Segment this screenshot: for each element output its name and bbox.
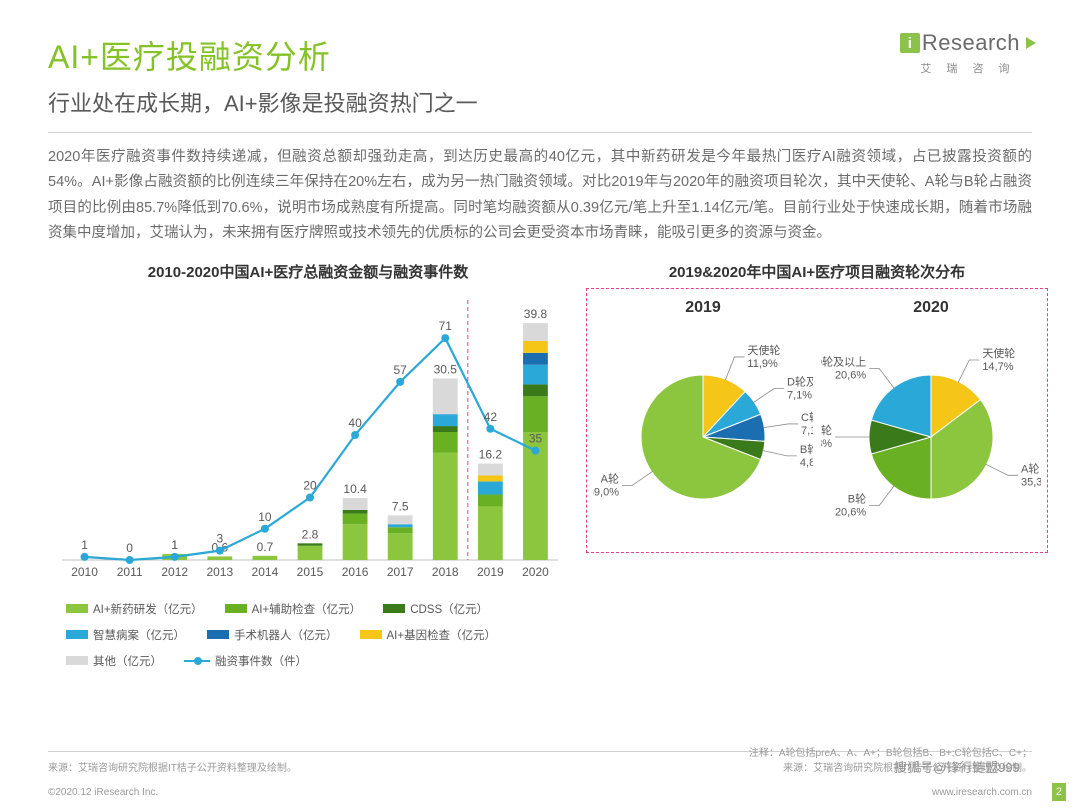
svg-text:39.8: 39.8: [524, 307, 548, 321]
bar-line-chart: 201020112012120130.620140.720152.8201610…: [48, 288, 568, 588]
svg-text:1: 1: [81, 537, 88, 551]
page-subtitle: 行业处在成长期，AI+影像是投融资热门之一: [48, 86, 1032, 118]
left-chart: 2010-2020中国AI+医疗总融资金额与融资事件数 201020112012…: [48, 261, 568, 669]
title-divider: [48, 132, 1032, 133]
svg-text:71: 71: [439, 319, 453, 333]
svg-text:C轮: C轮: [801, 409, 813, 423]
brand-logo: i Research 艾 瑞 咨 询: [900, 30, 1036, 76]
legend-item: 融资事件数（件）: [184, 653, 307, 669]
footer-source-left: 来源：艾瑞咨询研究院根据IT桔子公开资料整理及绘制。: [48, 759, 297, 774]
svg-text:20: 20: [303, 478, 317, 492]
svg-text:3: 3: [216, 531, 223, 545]
svg-text:2010: 2010: [71, 565, 98, 579]
pie-container: 2019天使轮11,9%D轮及以上7,1%C轮7,1%B轮4,8%A轮69,0%…: [586, 288, 1048, 553]
svg-text:A轮: A轮: [601, 471, 619, 485]
svg-text:2013: 2013: [206, 565, 233, 579]
svg-text:7.5: 7.5: [392, 499, 409, 513]
pie-2020: 2020天使轮14,7%A轮35,3%B轮20,6%C轮8,8%D轮及以上20,…: [821, 299, 1041, 546]
legend-item: 手术机器人（亿元）: [207, 627, 338, 643]
logo-arrow-icon: [1026, 37, 1036, 49]
svg-text:2020: 2020: [522, 565, 549, 579]
logo-i-icon: i: [900, 33, 920, 53]
svg-text:D轮及以上: D轮及以上: [821, 354, 866, 368]
svg-text:8,8%: 8,8%: [821, 438, 832, 450]
svg-text:10: 10: [258, 509, 272, 523]
svg-text:30.5: 30.5: [434, 362, 458, 376]
svg-text:35,3%: 35,3%: [1021, 476, 1041, 488]
svg-text:2015: 2015: [297, 565, 324, 579]
svg-text:2014: 2014: [252, 565, 279, 579]
svg-text:1: 1: [171, 537, 178, 551]
logo-text: Research: [922, 30, 1020, 56]
svg-text:0.7: 0.7: [257, 539, 274, 553]
legend-item: AI+辅助检查（亿元）: [225, 601, 362, 617]
body-paragraph: 2020年医疗融资事件数持续递减，但融资总额却强劲走高，到达历史最高的40亿元，…: [48, 145, 1032, 247]
legend-item: CDSS（亿元）: [383, 601, 488, 617]
svg-text:69,0%: 69,0%: [593, 486, 619, 498]
pie-2019: 2019天使轮11,9%D轮及以上7,1%C轮7,1%B轮4,8%A轮69,0%: [593, 299, 813, 546]
legend-item: AI+新药研发（亿元）: [66, 601, 203, 617]
svg-text:42: 42: [484, 409, 498, 423]
legend-item: 智慧病案（亿元）: [66, 627, 185, 643]
legend-item: 其他（亿元）: [66, 653, 162, 669]
svg-text:2016: 2016: [342, 565, 369, 579]
svg-text:天使轮: 天使轮: [747, 342, 780, 356]
svg-text:A轮: A轮: [1021, 461, 1039, 475]
svg-text:2017: 2017: [387, 565, 414, 579]
watermark: 搜狐号@锋行链盟999: [894, 757, 1020, 776]
svg-text:C轮: C轮: [821, 423, 832, 437]
legend: AI+新药研发（亿元） AI+辅助检查（亿元） CDSS（亿元） 智慧病案（亿元） 手术…: [66, 601, 564, 669]
right-chart: 2019&2020年中国AI+医疗项目融资轮次分布 2019天使轮11,9%D轮…: [586, 261, 1048, 553]
svg-text:35: 35: [529, 431, 543, 445]
logo-subtitle: 艾 瑞 咨 询: [900, 60, 1036, 76]
svg-text:57: 57: [394, 362, 408, 376]
left-chart-title: 2010-2020中国AI+医疗总融资金额与融资事件数: [48, 261, 568, 282]
svg-text:2012: 2012: [161, 565, 188, 579]
page-number: 2: [1052, 782, 1066, 800]
svg-text:40: 40: [348, 416, 362, 430]
svg-text:2018: 2018: [432, 565, 459, 579]
svg-text:7,1%: 7,1%: [801, 424, 813, 436]
copyright-right: www.iresearch.com.cn: [932, 787, 1032, 798]
svg-text:2011: 2011: [117, 565, 143, 579]
svg-text:4,8%: 4,8%: [800, 456, 813, 468]
svg-text:10.4: 10.4: [343, 482, 367, 496]
svg-text:0: 0: [126, 541, 133, 555]
svg-text:D轮及以上: D轮及以上: [787, 374, 813, 388]
svg-text:B轮: B轮: [848, 491, 866, 505]
legend-item: AI+基因检查（亿元）: [360, 627, 497, 643]
svg-text:20,6%: 20,6%: [835, 369, 866, 381]
svg-text:11,9%: 11,9%: [747, 357, 778, 369]
svg-text:2.8: 2.8: [302, 527, 319, 541]
svg-text:20,6%: 20,6%: [835, 506, 866, 518]
svg-text:B轮: B轮: [800, 441, 813, 455]
svg-text:2019: 2019: [477, 565, 504, 579]
svg-text:16.2: 16.2: [479, 447, 503, 461]
page-title: AI+医疗投融资分析: [48, 32, 1032, 78]
svg-text:天使轮: 天使轮: [982, 346, 1015, 360]
copyright-left: ©2020.12 iResearch Inc.: [48, 787, 158, 798]
svg-text:14,7%: 14,7%: [982, 361, 1013, 373]
svg-text:7,1%: 7,1%: [787, 389, 812, 401]
right-chart-title: 2019&2020年中国AI+医疗项目融资轮次分布: [586, 261, 1048, 282]
